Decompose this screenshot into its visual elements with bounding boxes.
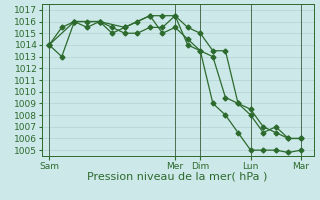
X-axis label: Pression niveau de la mer( hPa ): Pression niveau de la mer( hPa ) [87,172,268,182]
